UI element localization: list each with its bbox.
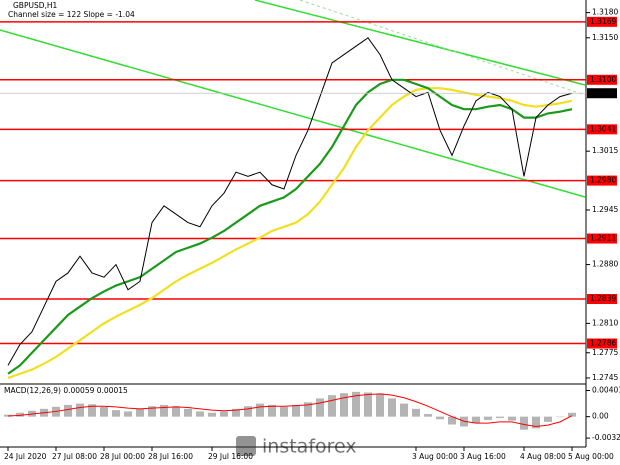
- macd-bar: [100, 406, 108, 417]
- channel-upper: [254, 0, 586, 86]
- macd-bar: [148, 406, 156, 417]
- macd-bar: [136, 408, 144, 417]
- macd-bar: [388, 398, 396, 417]
- current-price-label: 1.3084: [590, 88, 616, 97]
- y-tick-label: 1.2945: [592, 205, 618, 214]
- level-label: 1.2786: [590, 339, 616, 348]
- macd-bar: [256, 403, 264, 417]
- macd-bar: [328, 395, 336, 417]
- macd-bar: [304, 402, 312, 417]
- y-tick-label: 1.3180: [592, 8, 618, 17]
- x-tick-label: 28 Jul 00:00: [100, 452, 145, 461]
- channel-lower: [0, 29, 586, 198]
- macd-bar: [208, 412, 216, 417]
- macd-bar: [220, 411, 228, 417]
- macd-bar: [316, 398, 324, 417]
- channel: [0, 0, 586, 198]
- level-label-bg: [587, 175, 617, 186]
- x-tick-label: 24 Jul 2020: [4, 452, 47, 461]
- macd-bar: [520, 416, 528, 430]
- y-tick-label: 1.2880: [592, 260, 618, 269]
- moving-average: [7, 78, 573, 375]
- macd-bar: [76, 403, 84, 417]
- macd-bar: [424, 414, 432, 417]
- level-label: 1.3041: [590, 124, 616, 133]
- level-label: 1.2911: [590, 234, 616, 243]
- x-tick-label: 27 Jul 08:00: [52, 452, 97, 461]
- y-tick-label: 0.00: [592, 412, 609, 421]
- macd-bar: [232, 408, 240, 417]
- macd-bar: [196, 411, 204, 417]
- y-tick-label: 1.2745: [592, 373, 618, 382]
- macd-bar: [508, 416, 516, 421]
- macd-bar: [484, 416, 492, 420]
- y-tick-label: 1.2775: [592, 348, 618, 357]
- macd-bar: [400, 403, 408, 417]
- y-tick-label: 1.3150: [592, 33, 618, 42]
- level-label: 1.2839: [590, 294, 616, 303]
- channel-mid: [299, 0, 586, 96]
- x-tick-label: 5 Aug 00:00: [568, 452, 614, 461]
- x-tick-label: 4 Aug 08:00: [520, 452, 566, 461]
- macd-bar: [292, 404, 300, 417]
- y-tick-label: 1.2810: [592, 318, 618, 327]
- macd-bar: [88, 404, 96, 417]
- y-tick-label: -0.00329: [592, 433, 620, 442]
- price-line: [7, 37, 573, 366]
- y-tick-label: 1.3015: [592, 146, 618, 155]
- moving-average: [7, 87, 573, 379]
- macd-bar: [448, 416, 456, 425]
- macd-title: MACD(12,26,9) 0.00059 0.00015: [4, 386, 128, 395]
- y-tick-label: 0.00401: [592, 386, 620, 395]
- macd-bar: [16, 412, 24, 417]
- x-tick-label: 29 Jul 16:00: [208, 452, 253, 461]
- x-tick-label: 3 Aug 16:00: [460, 452, 506, 461]
- macd-bar: [112, 410, 120, 417]
- watermark-logo: [236, 436, 256, 456]
- macd-bar: [184, 408, 192, 417]
- level-label-bg: [587, 124, 617, 135]
- watermark-text: instaforex: [262, 436, 357, 458]
- macd-bar: [496, 416, 504, 418]
- macd-bar: [172, 406, 180, 417]
- macd-bar: [244, 406, 252, 417]
- macd-bar: [364, 392, 372, 417]
- macd-bar: [352, 391, 360, 417]
- level-label: 1.3169: [590, 17, 616, 26]
- level-label-bg: [587, 338, 617, 349]
- level-label-bg: [587, 294, 617, 305]
- macd-bar: [160, 404, 168, 417]
- macd-bar: [280, 406, 288, 417]
- chart-title: GBPUSD,H1: [13, 1, 58, 10]
- macd-bar: [376, 394, 384, 417]
- macd-bar: [340, 393, 348, 417]
- macd-bar: [532, 416, 540, 429]
- macd-signal: [7, 393, 573, 427]
- macd-bar: [568, 412, 576, 417]
- macd-bar: [64, 404, 72, 417]
- chart-subtitle: Channel size = 122 Slope = -1.04: [8, 10, 135, 19]
- macd-bar: [268, 404, 276, 417]
- level-label: 1.2980: [590, 176, 616, 185]
- macd-bar: [544, 416, 552, 422]
- level-label: 1.3100: [590, 75, 616, 84]
- current-price-bg: [587, 88, 617, 99]
- x-tick-label: 3 Aug 00:00: [412, 452, 458, 461]
- macd-bar: [556, 416, 564, 418]
- level-label-bg: [587, 16, 617, 27]
- level-label-bg: [587, 74, 617, 85]
- macd-bar: [124, 411, 132, 417]
- macd-bar: [412, 408, 420, 417]
- x-tick-label: 28 Jul 16:00: [148, 452, 193, 461]
- watermark: instaforex: [236, 436, 357, 458]
- level-label-bg: [587, 233, 617, 244]
- macd-bar: [472, 416, 480, 424]
- macd-bar: [436, 416, 444, 420]
